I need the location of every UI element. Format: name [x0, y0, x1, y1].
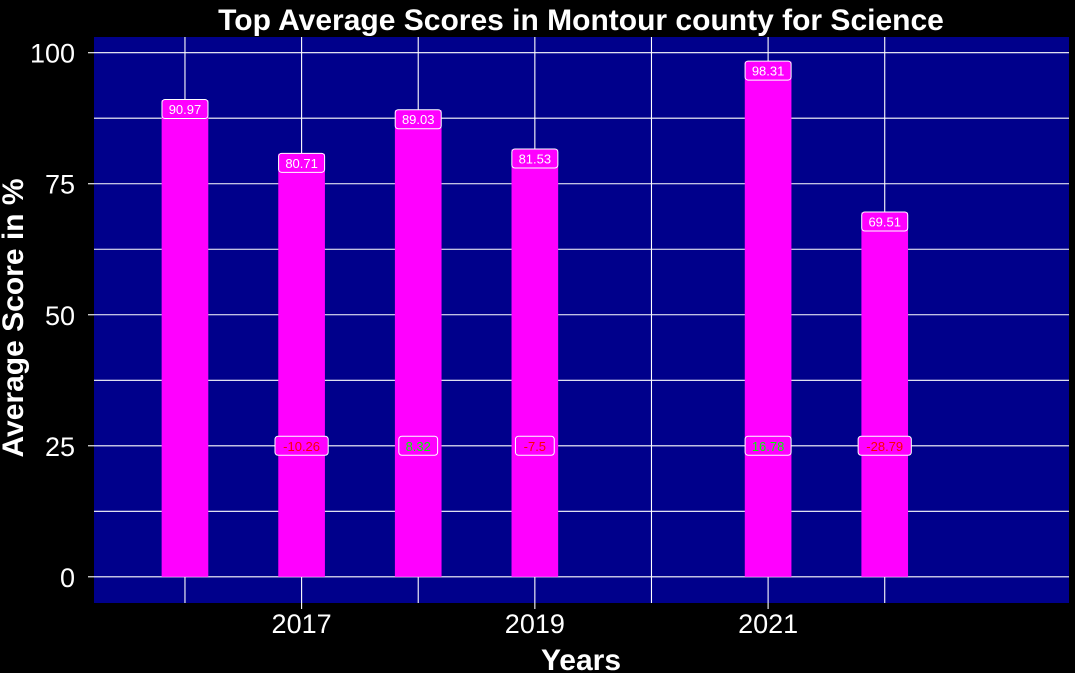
change-label: -28.79 [857, 435, 912, 456]
value-label-text: 69.51 [868, 215, 901, 230]
value-label-text: 98.31 [752, 64, 785, 79]
value-label-text: 89.03 [402, 112, 435, 127]
value-label-box [511, 148, 559, 169]
value-label: 69.51 [861, 211, 909, 232]
data-labels: 90.97 80.71 -10.26 89.03 8.32 81.53 -7.5 98.31 1… [161, 60, 912, 456]
value-label-box [744, 60, 792, 81]
x-tick-label: 2019 [505, 609, 565, 639]
x-axis-ticks: 2017 2019 2021 [272, 603, 798, 639]
bar [744, 61, 792, 577]
change-label-box [398, 435, 439, 456]
value-label: 81.53 [511, 148, 559, 169]
value-label: 89.03 [394, 109, 442, 130]
y-axis-ticks: 0 25 50 75 100 [30, 39, 94, 593]
change-label-text: -7.5 [524, 439, 546, 454]
value-label: 90.97 [161, 99, 209, 120]
change-label-box [274, 435, 329, 456]
bars [161, 61, 909, 577]
change-label-text: 8.32 [406, 439, 431, 454]
change-label-text: 16.78 [752, 439, 785, 454]
x-tick-label: 2017 [272, 609, 332, 639]
change-label-box [857, 435, 912, 456]
x-tick-label: 2021 [738, 609, 798, 639]
y-tick-label: 50 [45, 301, 75, 331]
value-label-box [861, 211, 909, 232]
change-label-text: -28.79 [866, 439, 903, 454]
value-label: 98.31 [744, 60, 792, 81]
value-label-box [161, 99, 209, 120]
y-tick-label: 25 [45, 432, 75, 462]
change-label: -7.5 [514, 435, 555, 456]
value-label-text: 90.97 [169, 102, 202, 117]
bar [394, 110, 442, 577]
change-label-box [514, 435, 555, 456]
change-label-text: -10.26 [283, 439, 320, 454]
y-axis-title: Average Score in % [0, 178, 30, 457]
bar [861, 212, 909, 577]
x-axis-title: Years [541, 644, 621, 673]
value-label-text: 80.71 [285, 156, 318, 171]
bar [161, 100, 209, 577]
bar [278, 153, 325, 577]
chart-title: Top Average Scores in Montour county for… [218, 4, 944, 37]
change-label: 8.32 [398, 435, 439, 456]
change-label: 16.78 [744, 435, 792, 456]
value-label-text: 81.53 [519, 152, 552, 167]
bar [511, 149, 559, 577]
y-tick-label: 75 [45, 170, 75, 200]
value-label-box [278, 152, 326, 173]
plot-panel [94, 37, 1069, 603]
y-tick-label: 0 [60, 563, 75, 593]
change-label-box [744, 435, 792, 456]
value-label-box [394, 109, 442, 130]
y-tick-label: 100 [30, 39, 75, 69]
change-label: -10.26 [274, 435, 329, 456]
value-label: 80.71 [278, 152, 326, 173]
